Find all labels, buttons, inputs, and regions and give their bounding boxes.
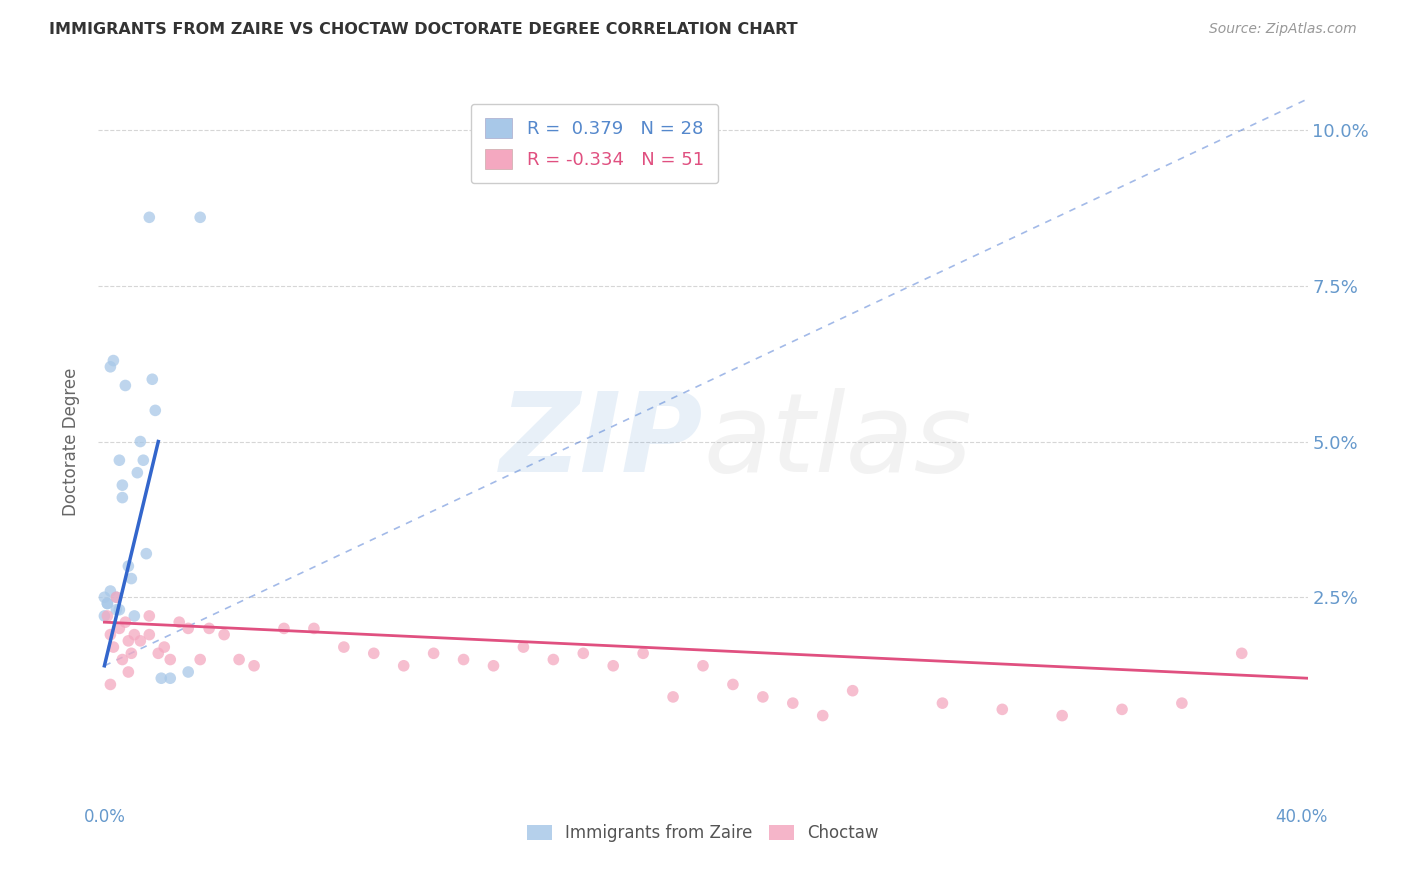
Point xyxy=(103,640,125,654)
Point xyxy=(114,378,136,392)
Point xyxy=(159,652,181,666)
Point xyxy=(103,353,125,368)
Text: IMMIGRANTS FROM ZAIRE VS CHOCTAW DOCTORATE DEGREE CORRELATION CHART: IMMIGRANTS FROM ZAIRE VS CHOCTAW DOCTORA… xyxy=(49,22,797,37)
Point xyxy=(120,572,142,586)
Point xyxy=(96,609,118,624)
Point xyxy=(631,646,654,660)
Point xyxy=(105,591,128,605)
Point xyxy=(124,627,146,641)
Text: atlas: atlas xyxy=(703,388,972,495)
Point xyxy=(198,621,221,635)
Point xyxy=(132,453,155,467)
Point xyxy=(811,708,834,723)
Point xyxy=(138,211,160,225)
Point xyxy=(100,359,122,374)
Point xyxy=(148,646,170,660)
Point xyxy=(143,403,166,417)
Point xyxy=(228,652,250,666)
Point xyxy=(129,633,152,648)
Point xyxy=(120,646,142,660)
Point xyxy=(96,597,118,611)
Point xyxy=(188,211,211,225)
Point xyxy=(138,627,160,641)
Point xyxy=(93,609,115,624)
Point xyxy=(188,652,211,666)
Point xyxy=(127,466,149,480)
Point xyxy=(243,658,266,673)
Point xyxy=(100,584,122,599)
Point xyxy=(111,491,134,505)
Point xyxy=(841,683,863,698)
Point xyxy=(721,677,744,691)
Point xyxy=(111,652,134,666)
Point xyxy=(138,609,160,624)
Text: ZIP: ZIP xyxy=(499,388,703,495)
Point xyxy=(129,434,152,449)
Point xyxy=(212,627,235,641)
Point xyxy=(117,559,139,574)
Point xyxy=(150,671,173,685)
Point xyxy=(93,591,115,605)
Point xyxy=(302,621,325,635)
Point xyxy=(141,372,163,386)
Point xyxy=(153,640,176,654)
Point xyxy=(167,615,190,630)
Point xyxy=(752,690,775,704)
Point xyxy=(453,652,475,666)
Point xyxy=(392,658,415,673)
Point xyxy=(100,627,122,641)
Point xyxy=(108,603,131,617)
Point xyxy=(512,640,534,654)
Point xyxy=(662,690,685,704)
Point xyxy=(692,658,714,673)
Point xyxy=(108,453,131,467)
Legend: Immigrants from Zaire, Choctaw: Immigrants from Zaire, Choctaw xyxy=(520,817,886,848)
Point xyxy=(159,671,181,685)
Point xyxy=(135,547,157,561)
Point xyxy=(543,652,565,666)
Point xyxy=(273,621,295,635)
Point xyxy=(117,633,139,648)
Point xyxy=(782,696,804,710)
Point xyxy=(931,696,953,710)
Point xyxy=(117,665,139,679)
Point xyxy=(1171,696,1194,710)
Point xyxy=(482,658,505,673)
Point xyxy=(105,603,128,617)
Point xyxy=(177,621,200,635)
Point xyxy=(363,646,385,660)
Point xyxy=(572,646,595,660)
Point xyxy=(422,646,444,660)
Text: Source: ZipAtlas.com: Source: ZipAtlas.com xyxy=(1209,22,1357,37)
Point xyxy=(177,665,200,679)
Point xyxy=(1111,702,1133,716)
Point xyxy=(100,677,122,691)
Point xyxy=(114,615,136,630)
Point xyxy=(1230,646,1253,660)
Point xyxy=(1050,708,1073,723)
Point xyxy=(108,621,131,635)
Point xyxy=(96,597,118,611)
Point xyxy=(333,640,356,654)
Point xyxy=(111,478,134,492)
Point xyxy=(991,702,1014,716)
Point xyxy=(602,658,624,673)
Point xyxy=(124,609,146,624)
Y-axis label: Doctorate Degree: Doctorate Degree xyxy=(62,368,80,516)
Point xyxy=(105,591,128,605)
